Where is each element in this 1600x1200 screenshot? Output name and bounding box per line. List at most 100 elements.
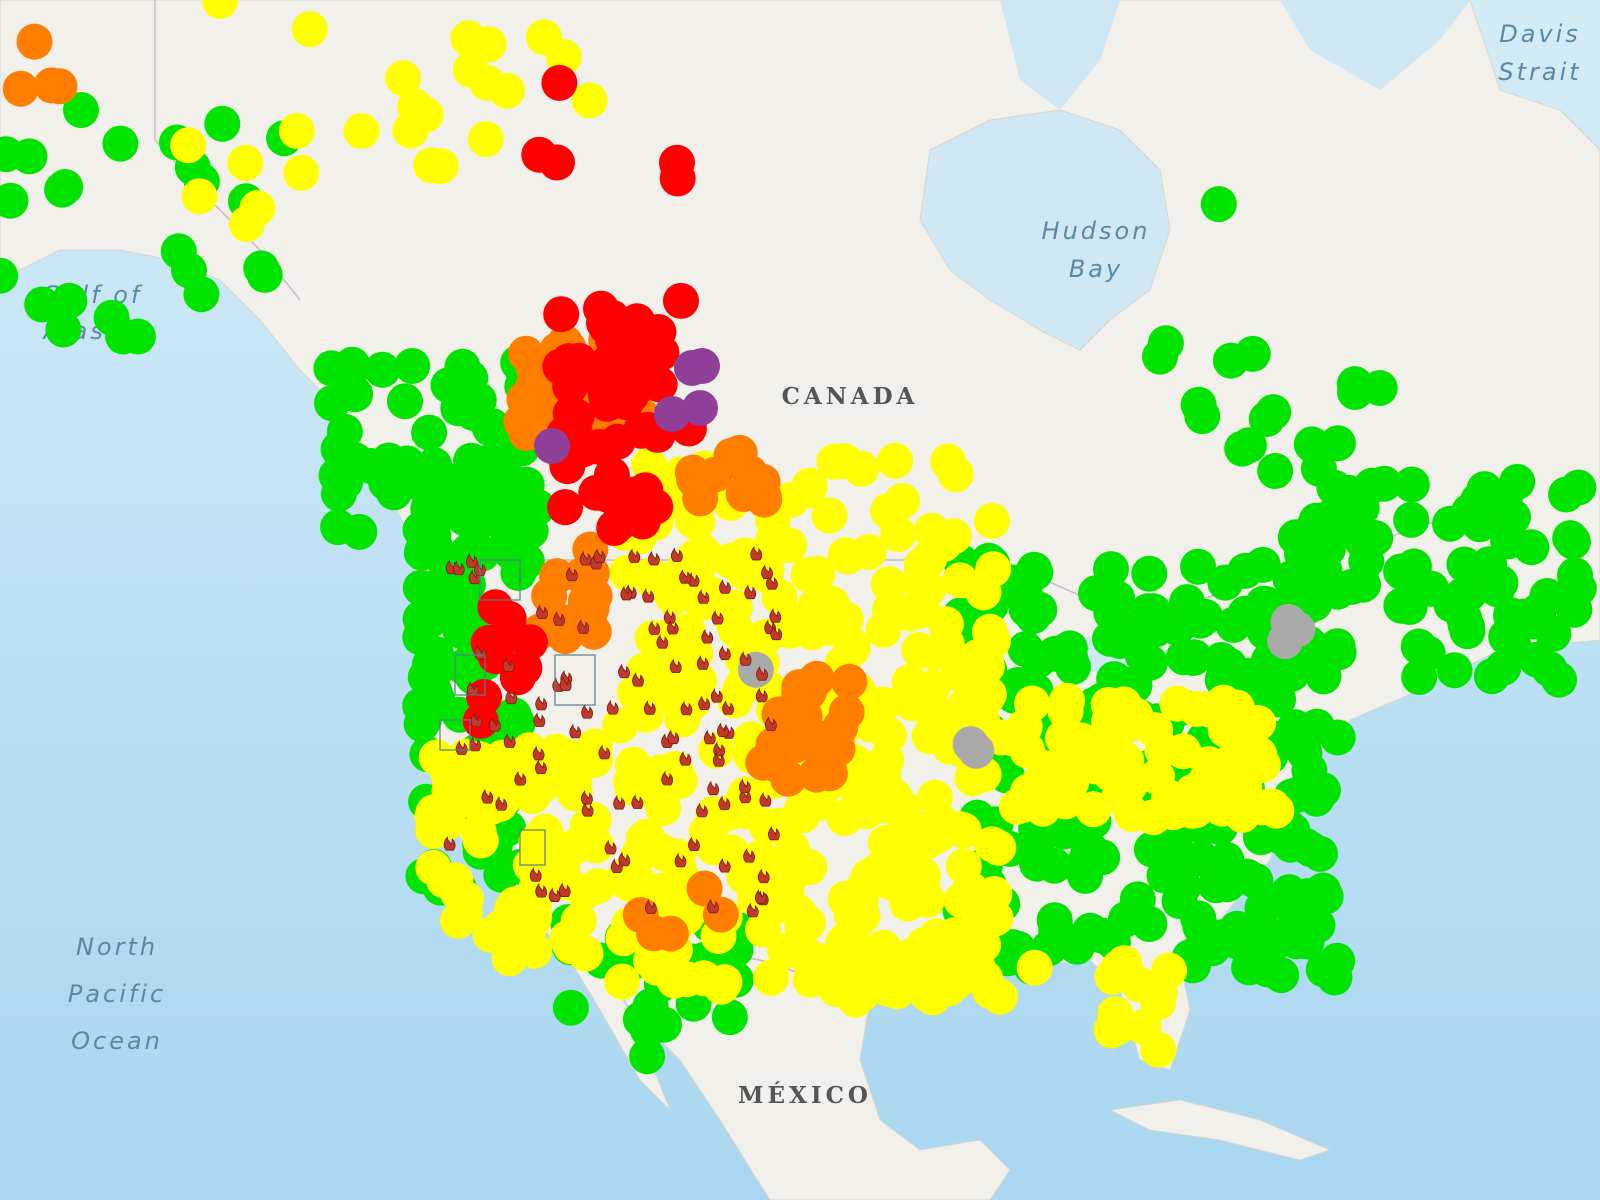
monitor-dot[interactable] [755,521,792,558]
fire-icon[interactable] [631,794,644,809]
monitor-dot[interactable] [1192,691,1228,728]
fire-icon[interactable] [488,716,501,732]
monitor-dot[interactable] [1270,883,1307,920]
monitor-dot[interactable] [392,112,429,149]
fire-icon[interactable] [535,695,548,711]
fire-icon[interactable] [757,868,770,884]
monitor-dot[interactable] [1020,765,1057,802]
fire-icon[interactable] [529,867,542,882]
monitor-dot[interactable] [1230,427,1267,464]
monitor-dot[interactable] [810,719,847,756]
fire-icon[interactable] [738,778,751,794]
monitor-dot[interactable] [489,72,525,109]
fire-icon[interactable] [719,579,731,594]
monitor-dot[interactable] [278,113,315,149]
monitor-dot[interactable] [402,569,439,606]
fire-icon[interactable] [593,548,606,563]
monitor-dot[interactable] [170,127,207,164]
monitor-dot[interactable] [1009,732,1046,769]
monitor-dot[interactable] [927,606,964,643]
monitor-dot[interactable] [1180,548,1217,585]
monitor-dot[interactable] [1298,780,1335,817]
monitor-dot[interactable] [745,911,781,948]
monitor-dot[interactable] [291,11,328,48]
fire-icon[interactable] [764,716,777,731]
monitor-dot[interactable] [410,490,447,527]
monitor-dot[interactable] [1007,631,1044,668]
monitor-dot[interactable] [385,60,422,97]
monitor-dot[interactable] [659,884,696,921]
monitor-dot[interactable] [227,144,264,181]
fire-icon[interactable] [703,729,716,745]
monitor-dot[interactable] [1093,1012,1130,1049]
fire-icon[interactable] [580,790,593,805]
monitor-dot[interactable] [490,600,527,637]
monitor-dot[interactable] [1548,476,1585,513]
monitor-dot[interactable] [51,282,88,319]
fire-icon[interactable] [761,564,773,579]
monitor-dot[interactable] [799,555,836,592]
fire-icon[interactable] [559,676,572,691]
monitor-dot[interactable] [1174,792,1211,829]
monitor-dot[interactable] [24,286,61,323]
monitor-dot[interactable] [664,673,701,710]
monitor-dot[interactable] [604,963,641,1000]
monitor-dot[interactable] [590,344,627,381]
monitor-dot[interactable] [835,923,872,960]
monitor-dot[interactable] [471,443,508,480]
monitor-dot[interactable] [543,296,580,333]
fire-icon[interactable] [759,792,772,807]
monitor-dot[interactable] [659,144,695,181]
monitor-dot[interactable] [181,178,218,215]
fire-icon[interactable] [514,770,527,786]
monitor-dot[interactable] [413,147,450,184]
monitor-dot[interactable] [1436,652,1473,689]
fire-icon[interactable] [503,733,516,748]
monitor-dot[interactable] [685,534,721,571]
monitor-dot[interactable] [965,574,1002,611]
monitor-dot[interactable] [1305,951,1342,988]
monitor-dot[interactable] [575,613,612,650]
monitor-dot[interactable] [541,64,578,101]
monitor-dot[interactable] [1212,342,1249,379]
fire-icon[interactable] [502,657,515,672]
monitor-dot[interactable] [552,926,589,963]
monitor-dot[interactable] [1296,585,1333,622]
monitor-dot[interactable] [1319,719,1356,756]
monitor-dot[interactable] [1493,597,1529,634]
fire-icon[interactable] [533,712,546,727]
fire-icon[interactable] [553,611,566,626]
monitor-dot[interactable] [411,414,448,451]
monitor-dot[interactable] [1401,659,1438,695]
monitor-dot[interactable] [894,685,931,722]
fire-icon[interactable] [495,796,508,811]
monitor-dot[interactable] [870,566,907,603]
monitor-dot[interactable] [901,563,938,599]
fire-icon[interactable] [620,585,633,601]
fire-icon[interactable] [710,688,723,703]
fire-icon[interactable] [712,752,725,767]
monitor-dot[interactable] [202,0,238,19]
fire-icon[interactable] [696,655,709,670]
monitor-dot[interactable] [534,428,570,464]
monitor-dot[interactable] [470,26,507,63]
monitor-dot[interactable] [1165,733,1202,770]
monitor-dot[interactable] [364,351,401,388]
monitor-dot[interactable] [629,1011,666,1048]
fire-icon[interactable] [604,839,617,855]
monitor-dot[interactable] [868,960,904,997]
monitor-dot[interactable] [547,489,584,526]
monitor-dot[interactable] [772,482,809,518]
monitor-dot[interactable] [33,67,70,104]
monitor-dot[interactable] [801,785,838,821]
monitor-dot[interactable] [497,886,533,923]
monitor-dot[interactable] [575,801,612,838]
monitor-dot[interactable] [1140,1031,1177,1068]
monitor-dot[interactable] [1129,593,1166,630]
monitor-dot[interactable] [1486,479,1523,516]
monitor-dot[interactable] [576,577,613,614]
fire-icon[interactable] [680,700,693,716]
monitor-dot[interactable] [911,718,948,755]
monitor-dot[interactable] [341,513,378,550]
monitor-dot[interactable] [1075,791,1112,828]
